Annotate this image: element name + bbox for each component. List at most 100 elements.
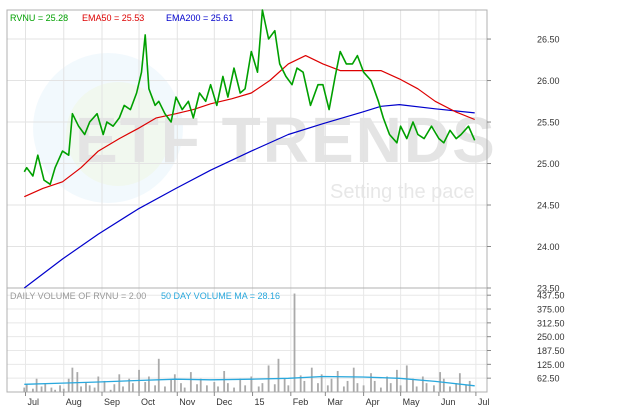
volume-bar: [226, 383, 229, 392]
x-tick-label: Jul: [478, 397, 490, 407]
price-y-tick-label: 23.50: [537, 284, 560, 294]
watermark-logo-circle: [33, 53, 183, 203]
volume-bar: [170, 379, 173, 392]
volume-bar: [122, 386, 124, 392]
series-line-ema200: [23, 103, 475, 289]
volume-bar: [223, 370, 226, 392]
volume-bar: [433, 385, 435, 392]
volume-y-tick-label: 312.50: [537, 318, 565, 328]
volume-bar: [62, 388, 65, 392]
volume-bar: [32, 388, 34, 392]
volume-bar: [317, 383, 319, 392]
volume-bar: [217, 386, 219, 392]
volume-bar: [373, 380, 376, 392]
volume-bar: [59, 385, 61, 392]
legend-daily-volume: DAILY VOLUME OF RVNU = 2.00: [10, 291, 146, 301]
volume-bar: [273, 384, 276, 392]
volume-bar: [154, 385, 156, 392]
watermark-logo-text: ETF TRENDS: [75, 104, 497, 176]
volume-bar: [118, 374, 121, 392]
volume-y-tick-label: 125.00: [537, 360, 565, 370]
volume-bar: [342, 386, 345, 392]
x-tick-label: May: [403, 397, 421, 407]
watermark: ETF TRENDS Setting the pace: [33, 53, 497, 203]
price-series: [23, 9, 476, 289]
volume-bar: [71, 367, 74, 392]
volume-bar: [244, 385, 247, 392]
volume-bar: [23, 387, 26, 392]
volume-bar: [287, 385, 290, 392]
volume-ma-series: [24, 375, 475, 387]
volume-bar: [50, 387, 53, 392]
volume-bar: [458, 373, 461, 392]
volume-bar: [299, 375, 302, 392]
volume-bar: [180, 383, 182, 392]
volume-bar: [213, 382, 216, 392]
volume-bar: [189, 372, 192, 392]
x-tick-label: Apr: [366, 397, 380, 407]
volume-bar: [293, 293, 296, 392]
volume-bar: [157, 358, 160, 392]
volume-y-tick-label: 187.50: [537, 346, 565, 356]
volume-bar: [468, 380, 471, 392]
x-tick-label: 15: [255, 397, 265, 407]
volume-bar: [250, 376, 253, 392]
x-tick-label: Oct: [141, 397, 156, 407]
volume-bar: [310, 367, 313, 392]
volume-bar: [183, 387, 186, 392]
volume-bar: [103, 380, 106, 392]
volume-bar: [370, 373, 372, 392]
price-legend: RVNU = 25.28 EMA50 = 25.53 EMA200 = 25.6…: [10, 13, 233, 23]
volume-bar: [85, 382, 87, 392]
volume-bar: [412, 378, 414, 392]
volume-legend: DAILY VOLUME OF RVNU = 2.00 50 DAY VOLUM…: [10, 291, 280, 301]
legend-ema200: EMA200 = 25.61: [166, 13, 233, 23]
volume-bar: [35, 378, 38, 392]
x-tick-label: Feb: [293, 397, 309, 407]
volume-bar: [93, 387, 96, 392]
watermark-logo-inner: [66, 82, 170, 186]
volume-bar: [54, 389, 57, 392]
x-tick-label: Nov: [179, 397, 196, 407]
volume-bar: [173, 374, 176, 392]
volume-bar: [346, 380, 349, 392]
volume-y-tick-labels: 437.50 375.00 312.50 250.00 187.50 125.00 62.5…: [487, 291, 565, 384]
volume-bar: [199, 378, 202, 392]
volume-bar: [449, 386, 451, 392]
volume-bar: [67, 378, 70, 392]
volume-bar: [233, 387, 235, 392]
volume-plot-frame: [6, 287, 488, 393]
price-y-tick-label: 25.50: [537, 118, 560, 128]
volume-y-tick-label: 250.00: [537, 332, 565, 342]
x-tick-label: Dec: [216, 397, 233, 407]
volume-bar: [356, 383, 359, 392]
legend-volume-ma: 50 DAY VOLUME MA = 28.16: [161, 291, 280, 301]
volume-bar: [442, 378, 445, 392]
volume-bar: [277, 358, 280, 392]
x-tick-label: Jul: [28, 397, 40, 407]
volume-bar: [44, 383, 47, 392]
volume-bar: [80, 386, 82, 392]
volume-bar: [113, 384, 116, 392]
volume-bar: [25, 384, 28, 392]
volume-bar: [109, 389, 112, 392]
volume-gridlines: [7, 288, 487, 392]
volume-bar: [415, 386, 418, 392]
volume-bar: [283, 378, 286, 392]
volume-bar: [88, 385, 91, 392]
legend-ema50: EMA50 = 25.53: [82, 13, 144, 23]
volume-y-tick-label: 62.50: [537, 374, 560, 384]
volume-bar: [144, 382, 147, 392]
price-y-tick-label: 24.00: [537, 242, 560, 252]
x-tick-label: Jun: [441, 397, 456, 407]
series-line-ema50: [24, 54, 475, 198]
volume-bar: [261, 383, 264, 392]
volume-bar: [196, 384, 198, 392]
volume-bar: [389, 383, 392, 392]
price-y-tick-labels: 26.50 26.00 25.50 25.00 24.50 24.00 23.50: [487, 35, 560, 294]
x-tick-label: Aug: [66, 397, 82, 407]
volume-bar: [326, 385, 329, 392]
volume-bar: [40, 386, 43, 392]
volume-bar: [239, 378, 242, 392]
volume-y-tick-label: 437.50: [537, 291, 565, 301]
